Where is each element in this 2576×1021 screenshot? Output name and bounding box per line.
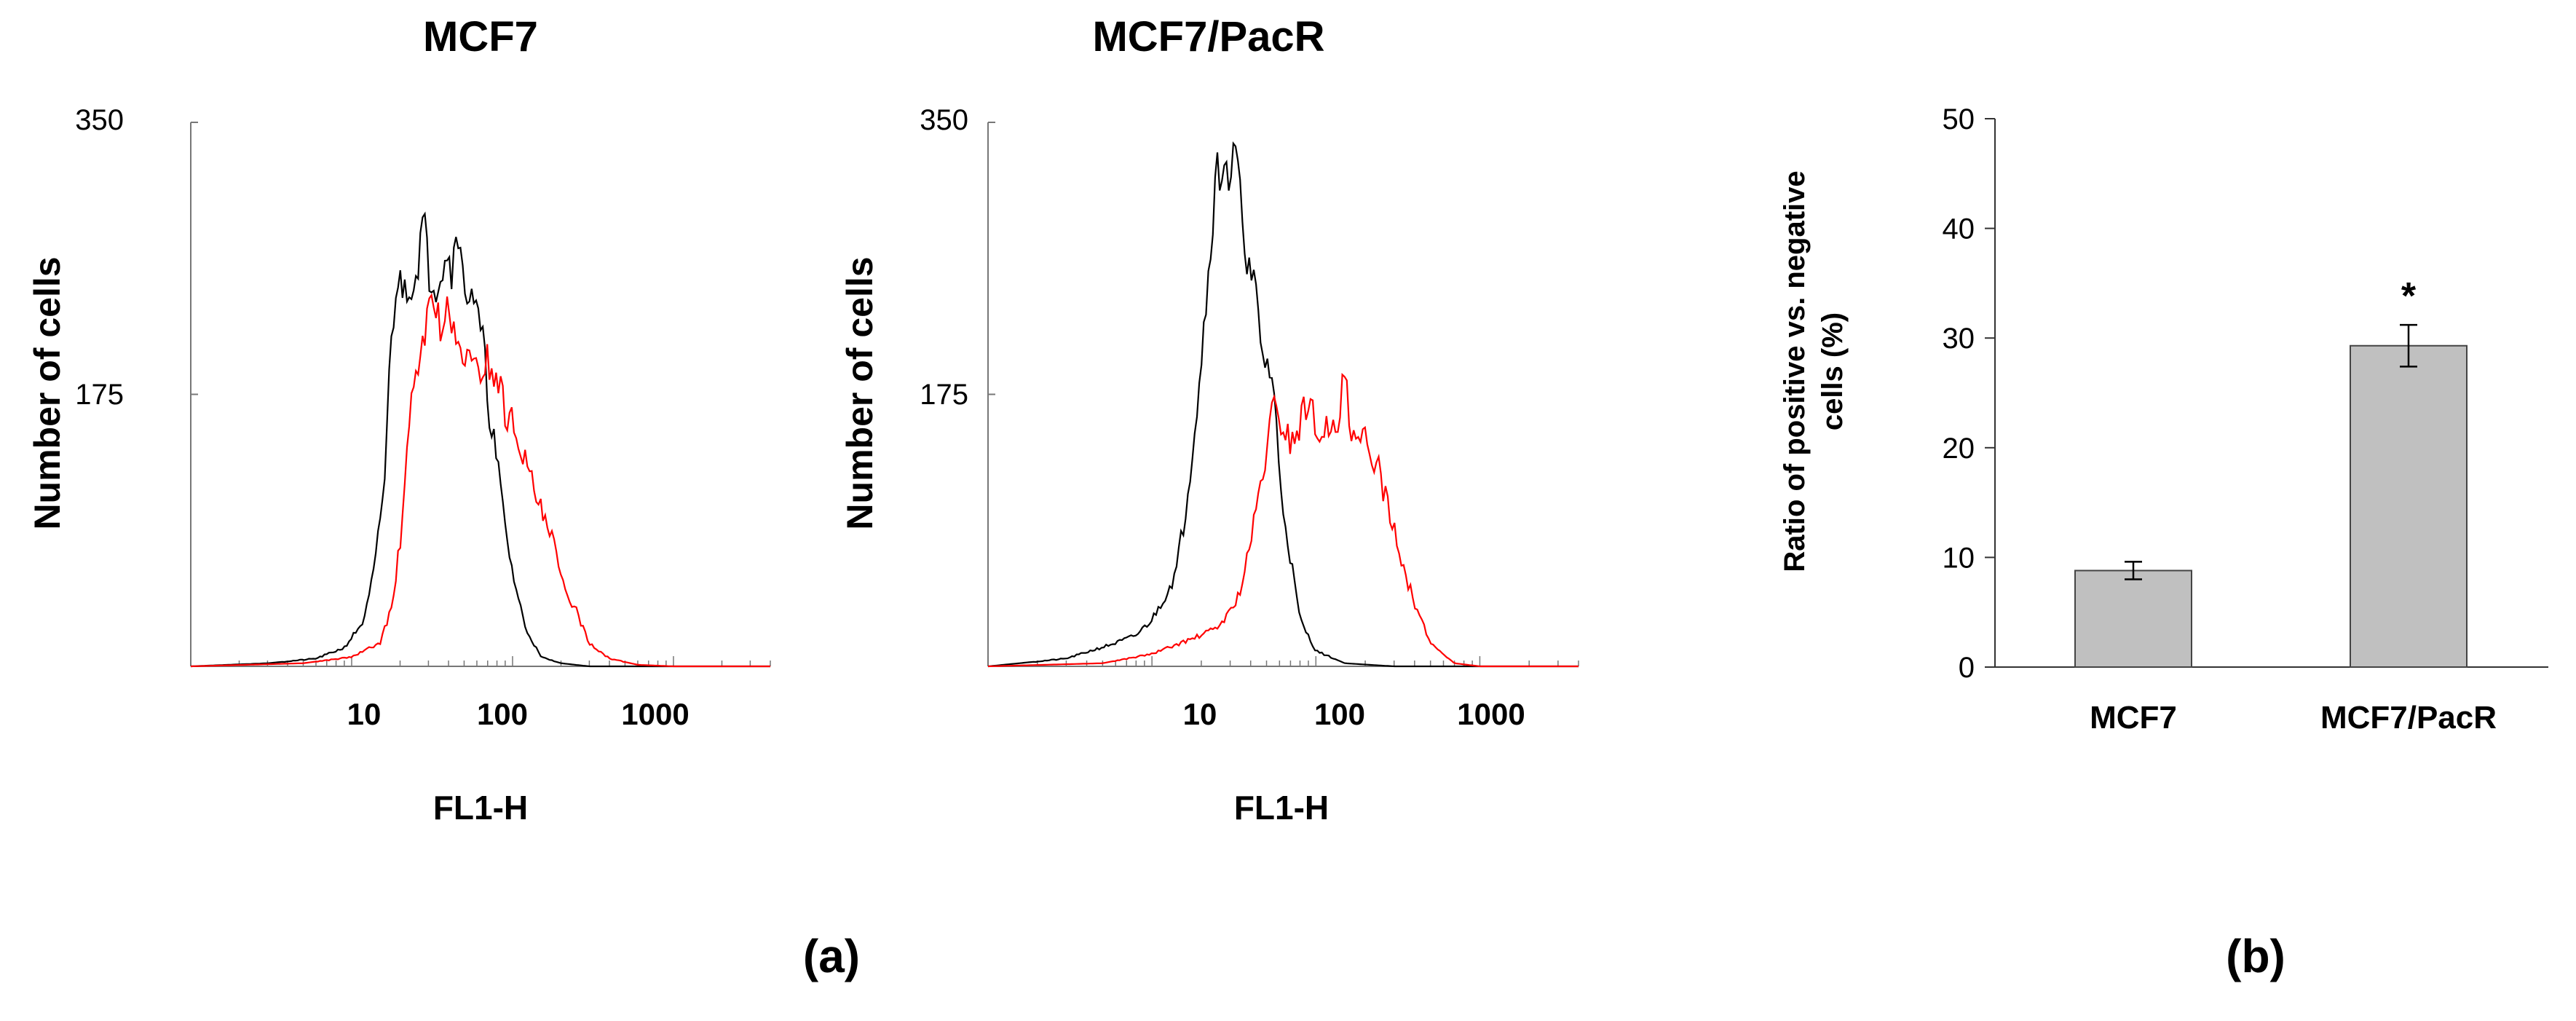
histogram-mcf7-xtick-10: 10 (347, 697, 382, 731)
histogram-mcf7-ytick-350: 350 (75, 104, 124, 136)
histogram-mcf7-xtick-100: 100 (477, 697, 528, 731)
panel-b-label: (b) (2226, 930, 2285, 982)
bar-mcf7-pacr (2350, 344, 2468, 668)
histogram-mcf7-pacr-title: MCF7/PacR (1092, 13, 1324, 60)
histogram-mcf7-pacr: MCF7/PacR 350 175 Number of cells 10 100… (839, 13, 1579, 827)
bar-chart-category-label: MCF7/PacR (2320, 700, 2497, 736)
bar-chart-category-label: MCF7 (2090, 700, 2177, 736)
bar-chart-ytick-label: 30 (1943, 323, 1975, 355)
histogram-mcf7-pacr-xtick-10: 10 (1183, 697, 1217, 731)
histogram-mcf7-pacr-ylabel: Number of cells (839, 256, 880, 529)
histogram-mcf7: MCF7 350 175 Number of cells 10 100 1000… (27, 13, 771, 827)
histogram-mcf7-ylabel: Number of cells (27, 256, 68, 529)
panel-a-label: (a) (803, 930, 860, 982)
histogram-mcf7-pacr-ytick-175: 175 (920, 379, 968, 411)
bar-chart-ytick-label: 40 (1943, 213, 1975, 245)
bar-chart-ytick-label: 50 (1943, 103, 1975, 135)
histogram-mcf7-pacr-xtick-1000: 1000 (1457, 697, 1525, 731)
histogram-mcf7-pacr-xlabel: FL1-H (1234, 789, 1329, 827)
significance-marker: * (2401, 275, 2417, 318)
histogram-mcf7-series-stained (190, 293, 770, 668)
histogram-mcf7-xlabel: FL1-H (433, 789, 528, 827)
histogram-mcf7-pacr-ytick-350: 350 (920, 104, 968, 136)
histogram-mcf7-title: MCF7 (423, 13, 538, 60)
histogram-mcf7-pacr-series-stained (987, 372, 1579, 668)
bar-chart-ylabel-line-1: Ratio of positive vs. negative (1779, 170, 1811, 572)
histogram-mcf7-pacr-xtick-100: 100 (1314, 697, 1365, 731)
histogram-mcf7-pacr-series-control (987, 141, 1579, 668)
bar-chart-ytick-label: 10 (1943, 542, 1975, 574)
bar-chart-ytick-label: 20 (1943, 433, 1975, 465)
histogram-mcf7-ytick-175: 175 (75, 379, 124, 411)
bar-chart: Ratio of positive vs. negative cells (%)… (1779, 103, 2548, 736)
histogram-mcf7-series-control (190, 211, 770, 668)
bar-chart-ytick-label: 0 (1959, 652, 1975, 684)
histogram-mcf7-xtick-1000: 1000 (621, 697, 689, 731)
bar-mcf7 (2074, 569, 2192, 668)
bar-chart-ylabel-line-2: cells (%) (1817, 312, 1849, 430)
